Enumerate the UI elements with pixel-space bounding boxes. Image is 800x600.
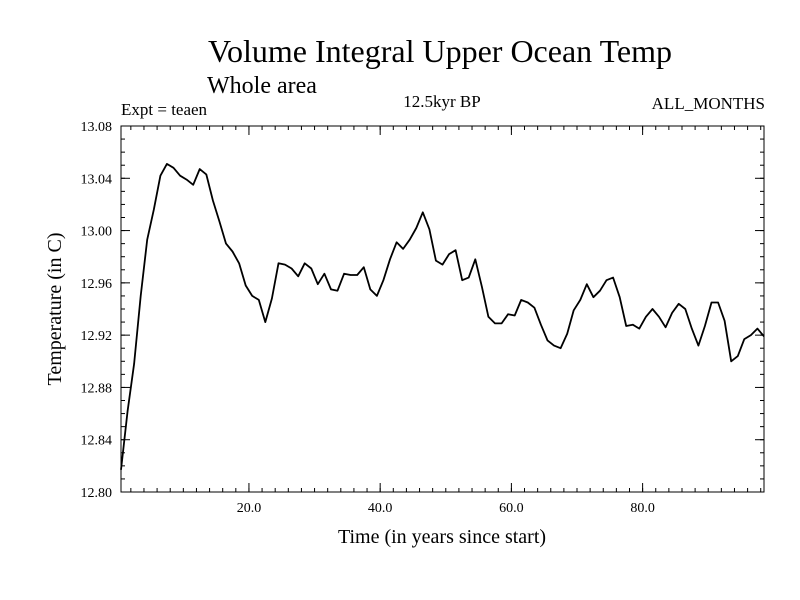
x-tick-label: 20.0 [237,501,262,516]
y-tick-label: 13.08 [81,120,113,135]
x-axis-label: Time (in years since start) [338,526,546,548]
y-tick-label: 12.96 [81,277,113,292]
x-axis-ticks: 20.0 40.0 60.0 80.0 [237,126,655,516]
x-tick-label: 60.0 [499,501,524,516]
plot-frame [120,125,765,493]
y-axis-ticks: 12.80 12.84 12.88 12.92 12.96 13.00 13.04 13.08 [81,120,764,501]
x-tick-label: 80.0 [630,501,655,516]
y-tick-label: 12.92 [81,329,113,344]
y-tick-label: 12.84 [81,434,113,449]
series-line [120,163,765,470]
y-tick-label: 13.04 [81,172,113,187]
chart-subtitle: Whole area [207,73,317,99]
experiment-label: Expt = teaen [121,100,208,119]
chart-title: Volume Integral Upper Ocean Temp [208,33,672,69]
y-tick-label: 12.88 [81,381,113,396]
months-label: ALL_MONTHS [651,94,765,113]
y-tick-label: 13.00 [81,225,113,240]
y-axis-label: Temperature (in C) [44,233,66,386]
minor-ticks [121,125,764,493]
x-tick-label: 40.0 [368,501,393,516]
period-label: 12.5kyr BP [403,92,481,111]
y-tick-label: 12.80 [81,486,113,501]
